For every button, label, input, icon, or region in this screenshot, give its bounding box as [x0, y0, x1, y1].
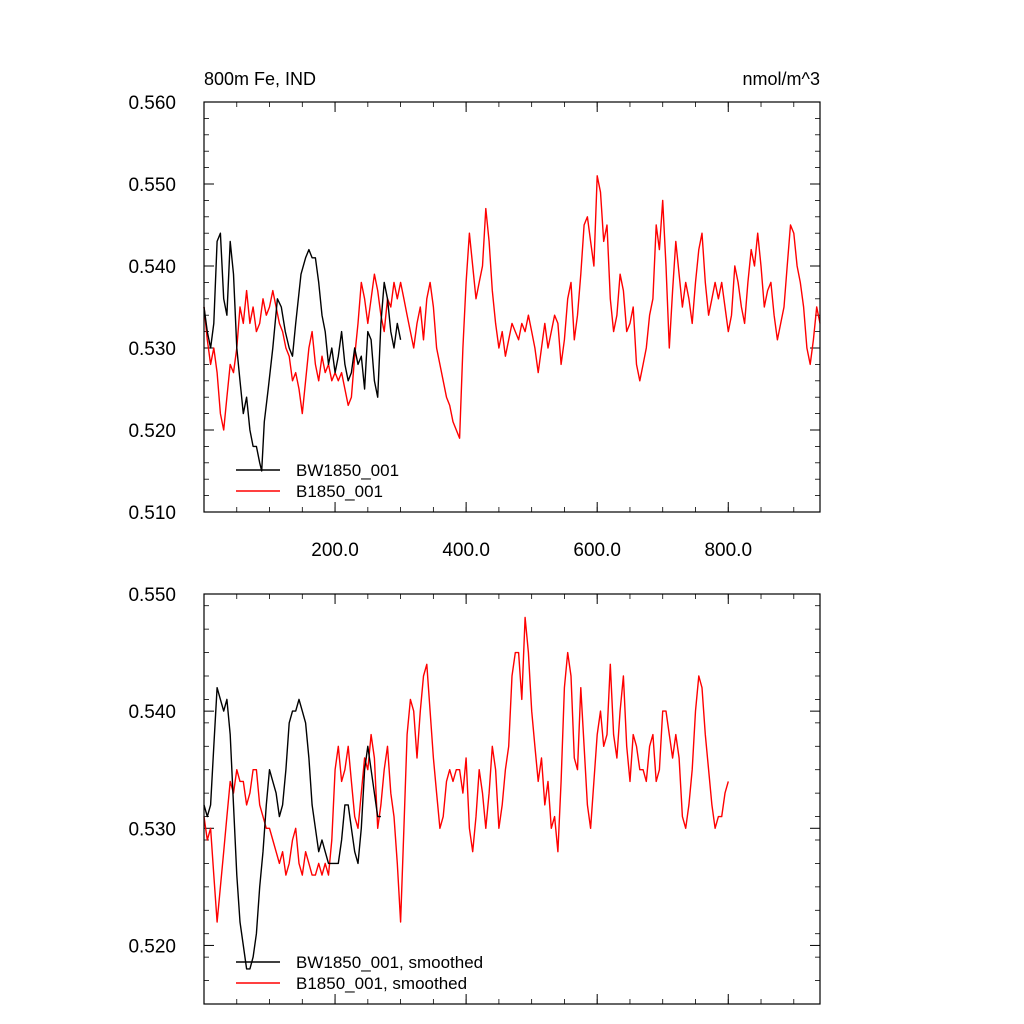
bottom-panel-series [203, 616, 729, 970]
y-tick-label: 0.540 [128, 257, 176, 278]
legend-label: BW1850_001 [296, 461, 399, 480]
top-panel: 800m Fe, IND nmol/m^3 0.5100.5200.5300.5… [128, 69, 821, 561]
top-panel-frame [203, 101, 821, 513]
y-tick-label: 0.520 [128, 421, 176, 442]
x-tick-label: 400.0 [442, 540, 490, 561]
y-tick-label: 0.550 [128, 585, 176, 606]
bottom-panel-frame [203, 593, 821, 1005]
x-tick-label: 800.0 [704, 540, 752, 561]
y-tick-label: 0.550 [128, 175, 176, 196]
legend-label: B1850_001, smoothed [296, 974, 467, 993]
x-tick-label: 200.0 [311, 540, 359, 561]
top-panel-title: 800m Fe, IND [204, 69, 316, 89]
series-line-bw1850-001 [203, 232, 402, 472]
top-panel-units: nmol/m^3 [743, 69, 820, 89]
series-line-b1850-001-smoothed [203, 616, 729, 923]
y-tick-label: 0.520 [128, 936, 176, 957]
legend-label: B1850_001 [296, 482, 383, 501]
top-panel-legend: BW1850_001 B1850_001 [236, 461, 399, 501]
series-line-b1850-001 [203, 175, 821, 439]
y-tick-label: 0.530 [128, 339, 176, 360]
series-line-bw1850-001-smoothed [203, 687, 381, 970]
y-tick-label: 0.530 [128, 819, 176, 840]
bottom-panel-legend: BW1850_001, smoothed B1850_001, smoothed [236, 953, 483, 993]
top-panel-ticks: 0.510 0.520 0.530 0.540 0.550 0.560 200.0 400.0… [128, 93, 820, 561]
x-tick-label: 600.0 [573, 540, 621, 561]
y-tick-label: 0.510 [128, 503, 176, 524]
bottom-panel: 0.520 0.530 0.540 0.550 BW1850_001, smoothe… [128, 585, 821, 1005]
top-panel-series [203, 175, 821, 472]
y-tick-label: 0.560 [128, 93, 176, 114]
y-tick-label: 0.540 [128, 702, 176, 723]
bottom-panel-ticks: 0.520 0.530 0.540 0.550 [128, 585, 820, 1005]
legend-label: BW1850_001, smoothed [296, 953, 483, 972]
